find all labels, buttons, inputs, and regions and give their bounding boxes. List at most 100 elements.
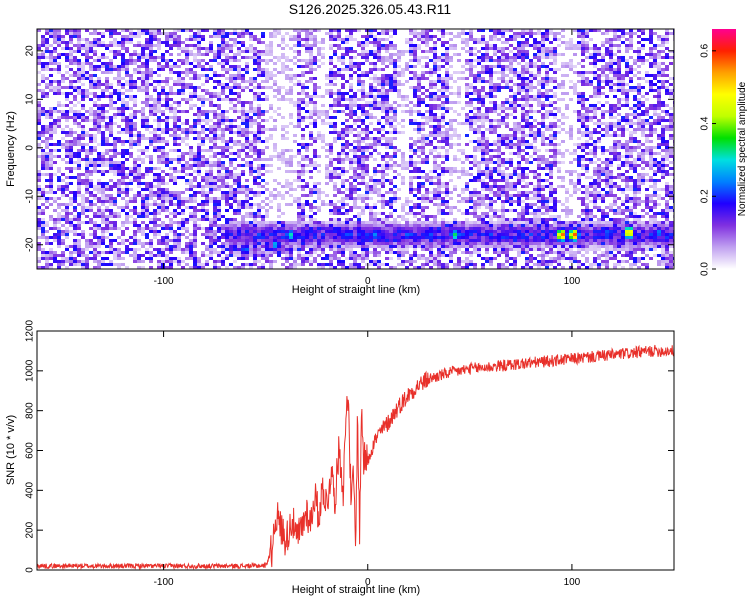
- heatmap-cell: [577, 179, 581, 182]
- heatmap-cell: [101, 35, 105, 38]
- heatmap-cell: [57, 101, 61, 104]
- heatmap-cell: [161, 140, 165, 143]
- heatmap-cell: [573, 158, 577, 161]
- heatmap-cell: [261, 128, 265, 131]
- heatmap-cell: [401, 179, 405, 182]
- heatmap-cell: [553, 134, 557, 137]
- heatmap-cell: [77, 29, 81, 32]
- heatmap-cell: [349, 86, 353, 89]
- heatmap-cell: [189, 104, 193, 107]
- heatmap-cell: [521, 128, 525, 131]
- heatmap-cell: [61, 80, 65, 83]
- heatmap-cell: [437, 140, 441, 143]
- heatmap-cell: [433, 134, 437, 137]
- heatmap-cell: [637, 155, 641, 158]
- heatmap-cell: [485, 92, 489, 95]
- heatmap-cell: [473, 92, 477, 95]
- heatmap-cell: [129, 143, 133, 146]
- heatmap-cell: [157, 137, 161, 140]
- heatmap-cell: [121, 29, 125, 32]
- heatmap-cell: [621, 35, 625, 38]
- heatmap-cell: [473, 41, 477, 44]
- heatmap-cell: [389, 86, 393, 89]
- heatmap-cell: [245, 71, 249, 74]
- heatmap-cell: [209, 44, 213, 47]
- heatmap-cell: [421, 35, 425, 38]
- heatmap-cell: [37, 59, 41, 62]
- heatmap-cell: [621, 89, 625, 92]
- heatmap-cell: [489, 68, 493, 71]
- heatmap-cell: [205, 122, 209, 125]
- heatmap-cell: [257, 185, 261, 188]
- heatmap-cell: [157, 83, 161, 86]
- heatmap-cell: [349, 125, 353, 128]
- heatmap-cell: [153, 173, 157, 176]
- heatmap-cell: [353, 104, 357, 107]
- heatmap-cell: [277, 44, 281, 47]
- heatmap-cell: [337, 35, 341, 38]
- heatmap-cell: [101, 131, 105, 134]
- heatmap-cell: [345, 170, 349, 173]
- heatmap-cell: [421, 182, 425, 185]
- heatmap-cell: [277, 158, 281, 161]
- heatmap-cell: [109, 50, 113, 53]
- heatmap-cell: [561, 128, 565, 131]
- heatmap-cell: [481, 155, 485, 158]
- heatmap-cell: [157, 176, 161, 179]
- heatmap-cell: [257, 134, 261, 137]
- heatmap-cell: [197, 47, 201, 50]
- heatmap-cell: [601, 74, 605, 77]
- heatmap-cell: [609, 71, 613, 74]
- heatmap-cell: [369, 101, 373, 104]
- heatmap-cell: [425, 38, 429, 41]
- heatmap-cell: [469, 104, 473, 107]
- heatmap-cell: [193, 35, 197, 38]
- heatmap-cell: [209, 140, 213, 143]
- heatmap-cell: [653, 44, 657, 47]
- heatmap-cell: [525, 32, 529, 35]
- heatmap-cell: [625, 65, 629, 68]
- heatmap-cell: [169, 53, 173, 56]
- heatmap-cell: [241, 80, 245, 83]
- heatmap-cell: [557, 107, 561, 110]
- heatmap-cell: [85, 41, 89, 44]
- heatmap-cell: [57, 155, 61, 158]
- heatmap-cell: [233, 59, 237, 62]
- heatmap-cell: [593, 95, 597, 98]
- heatmap-cell: [149, 29, 153, 32]
- heatmap-cell: [405, 104, 409, 107]
- heatmap-cell: [257, 158, 261, 161]
- heatmap-cell: [201, 164, 205, 167]
- heatmap-cell: [341, 128, 345, 131]
- heatmap-cell: [617, 146, 621, 149]
- heatmap-cell: [457, 86, 461, 89]
- heatmap-cell: [581, 125, 585, 128]
- heatmap-cell: [237, 182, 241, 185]
- heatmap-cell: [577, 101, 581, 104]
- heatmap-cell: [73, 32, 77, 35]
- heatmap-cell: [357, 74, 361, 77]
- heatmap-cell: [389, 155, 393, 158]
- heatmap-cell: [501, 176, 505, 179]
- heatmap-cell: [325, 116, 329, 119]
- heatmap-cell: [125, 158, 129, 161]
- heatmap-cell: [549, 101, 553, 104]
- heatmap-cell: [157, 134, 161, 137]
- heatmap-cell: [253, 77, 257, 80]
- heatmap-cell: [617, 152, 621, 155]
- heatmap-cell: [609, 77, 613, 80]
- heatmap-cell: [125, 176, 129, 179]
- heatmap-cell: [353, 50, 357, 53]
- heatmap-cell: [333, 116, 337, 119]
- heatmap-cell: [109, 143, 113, 146]
- heatmap-cell: [177, 44, 181, 47]
- heatmap-cell: [485, 182, 489, 185]
- heatmap-cell: [569, 86, 573, 89]
- heatmap-cell: [101, 170, 105, 173]
- heatmap-cell: [129, 62, 133, 65]
- heatmap-cell: [473, 122, 477, 125]
- heatmap-cell: [313, 107, 317, 110]
- heatmap-cell: [133, 101, 137, 104]
- heatmap-cell: [221, 83, 225, 86]
- heatmap-cell: [217, 152, 221, 155]
